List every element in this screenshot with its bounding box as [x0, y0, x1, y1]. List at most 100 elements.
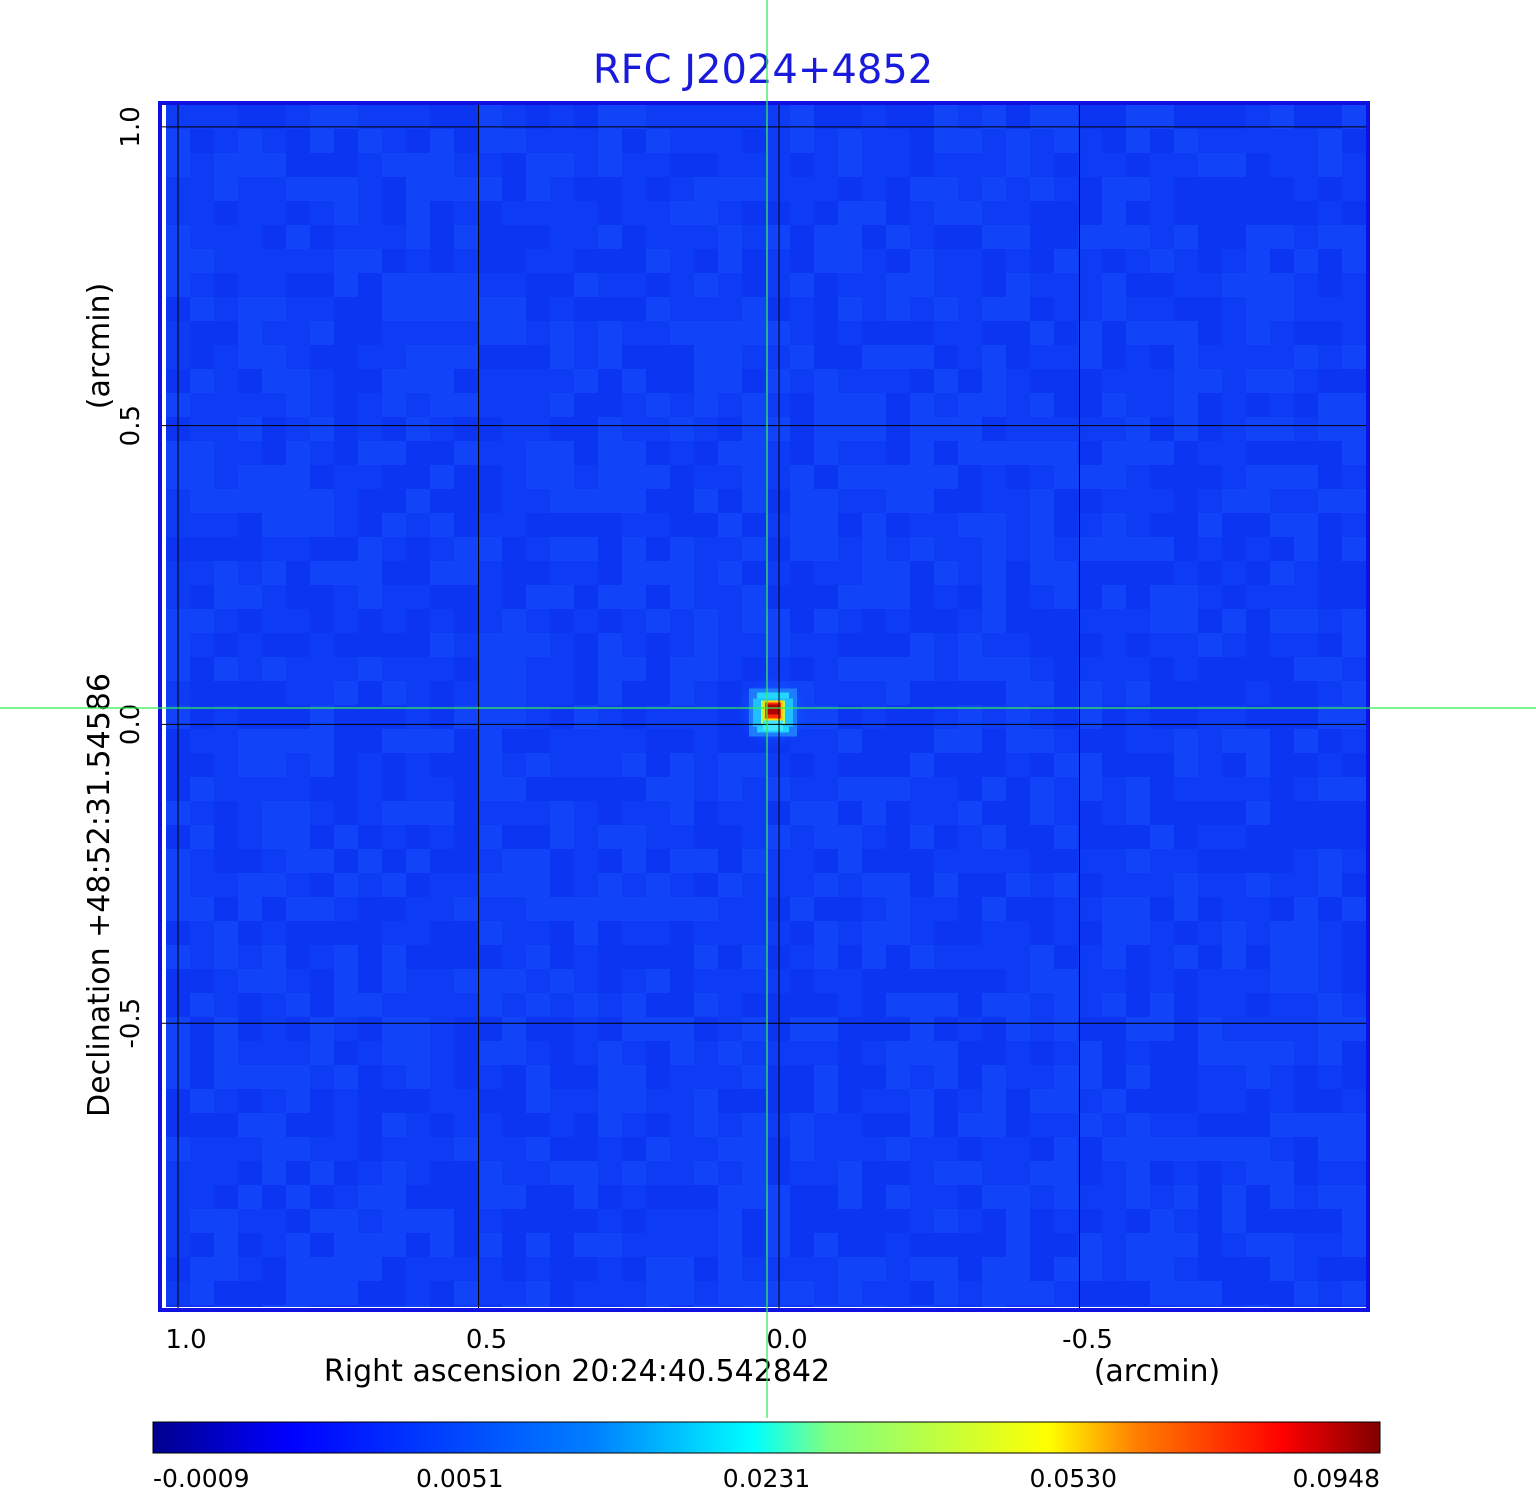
noise-cell: [430, 585, 454, 609]
noise-cell: [1174, 753, 1198, 777]
noise-cell: [838, 297, 862, 321]
noise-cell: [1246, 801, 1270, 825]
noise-cell: [1078, 513, 1102, 537]
noise-cell: [478, 225, 502, 249]
noise-cell: [934, 513, 958, 537]
noise-cell: [766, 177, 790, 201]
noise-cell: [238, 945, 262, 969]
noise-cell: [814, 297, 838, 321]
noise-cell: [286, 849, 310, 873]
noise-cell: [862, 633, 886, 657]
noise-cell: [958, 681, 982, 705]
noise-cell: [766, 1305, 790, 1307]
noise-cell: [982, 321, 1006, 345]
noise-cell: [574, 177, 598, 201]
noise-cell: [1150, 129, 1174, 153]
noise-cell: [238, 729, 262, 753]
noise-cell: [286, 1041, 310, 1065]
noise-cell: [862, 321, 886, 345]
noise-cell: [1246, 681, 1270, 705]
noise-cell: [1150, 249, 1174, 273]
noise-cell: [526, 969, 550, 993]
noise-cell: [430, 993, 454, 1017]
noise-cell: [526, 897, 550, 921]
noise-cell: [766, 969, 790, 993]
noise-cell: [1006, 801, 1030, 825]
noise-cell: [862, 153, 886, 177]
noise-cell: [190, 1137, 214, 1161]
noise-cell: [670, 801, 694, 825]
noise-cell: [1270, 249, 1294, 273]
noise-cell: [502, 489, 526, 513]
noise-cell: [574, 1233, 598, 1257]
noise-cell: [478, 369, 502, 393]
noise-cell: [886, 921, 910, 945]
noise-cell: [478, 465, 502, 489]
noise-cell: [622, 225, 646, 249]
noise-cell: [1102, 873, 1126, 897]
noise-cell: [1174, 225, 1198, 249]
noise-cell: [1222, 201, 1246, 225]
noise-cell: [454, 345, 478, 369]
noise-cell: [382, 1257, 406, 1281]
noise-cell: [790, 561, 814, 585]
noise-cell: [1342, 297, 1366, 321]
noise-cell: [958, 1185, 982, 1209]
noise-cell: [958, 345, 982, 369]
noise-cell: [886, 201, 910, 225]
noise-cell: [1270, 417, 1294, 441]
noise-cell: [430, 105, 454, 129]
noise-cell: [814, 369, 838, 393]
noise-cell: [670, 321, 694, 345]
noise-cell: [598, 441, 622, 465]
noise-cell: [406, 657, 430, 681]
noise-cell: [1246, 1017, 1270, 1041]
noise-cell: [742, 297, 766, 321]
noise-cell: [358, 465, 382, 489]
noise-cell: [1030, 873, 1054, 897]
noise-cell: [646, 1041, 670, 1065]
noise-cell: [1102, 1281, 1126, 1305]
noise-cell: [742, 513, 766, 537]
noise-cell: [550, 801, 574, 825]
noise-cell: [478, 1113, 502, 1137]
noise-cell: [670, 153, 694, 177]
noise-cell: [190, 225, 214, 249]
noise-cell: [334, 777, 358, 801]
noise-cell: [670, 1305, 694, 1307]
noise-cell: [742, 177, 766, 201]
noise-cell: [718, 801, 742, 825]
noise-cell: [550, 1281, 574, 1305]
noise-cell: [910, 1233, 934, 1257]
noise-cell: [742, 585, 766, 609]
noise-cell: [1030, 897, 1054, 921]
noise-cell: [766, 465, 790, 489]
noise-cell: [502, 753, 526, 777]
noise-cell: [598, 873, 622, 897]
noise-cell: [1198, 1113, 1222, 1137]
noise-cell: [262, 153, 286, 177]
noise-cell: [1294, 585, 1318, 609]
noise-cell: [454, 129, 478, 153]
noise-cell: [1342, 729, 1366, 753]
noise-cell: [1006, 225, 1030, 249]
noise-cell: [1126, 849, 1150, 873]
noise-cell: [982, 777, 1006, 801]
noise-cell: [334, 849, 358, 873]
noise-cell: [646, 489, 670, 513]
noise-cell: [958, 1281, 982, 1305]
noise-cell: [958, 849, 982, 873]
noise-cell: [1198, 393, 1222, 417]
noise-cell: [1222, 1041, 1246, 1065]
noise-cell: [886, 849, 910, 873]
noise-cell: [670, 177, 694, 201]
noise-cell: [1078, 609, 1102, 633]
noise-cell: [478, 1233, 502, 1257]
noise-cell: [646, 393, 670, 417]
noise-cell: [1246, 969, 1270, 993]
noise-cell: [1054, 441, 1078, 465]
noise-cell: [502, 513, 526, 537]
noise-cell: [1270, 1065, 1294, 1089]
noise-cell: [1198, 249, 1222, 273]
noise-cell: [478, 1209, 502, 1233]
